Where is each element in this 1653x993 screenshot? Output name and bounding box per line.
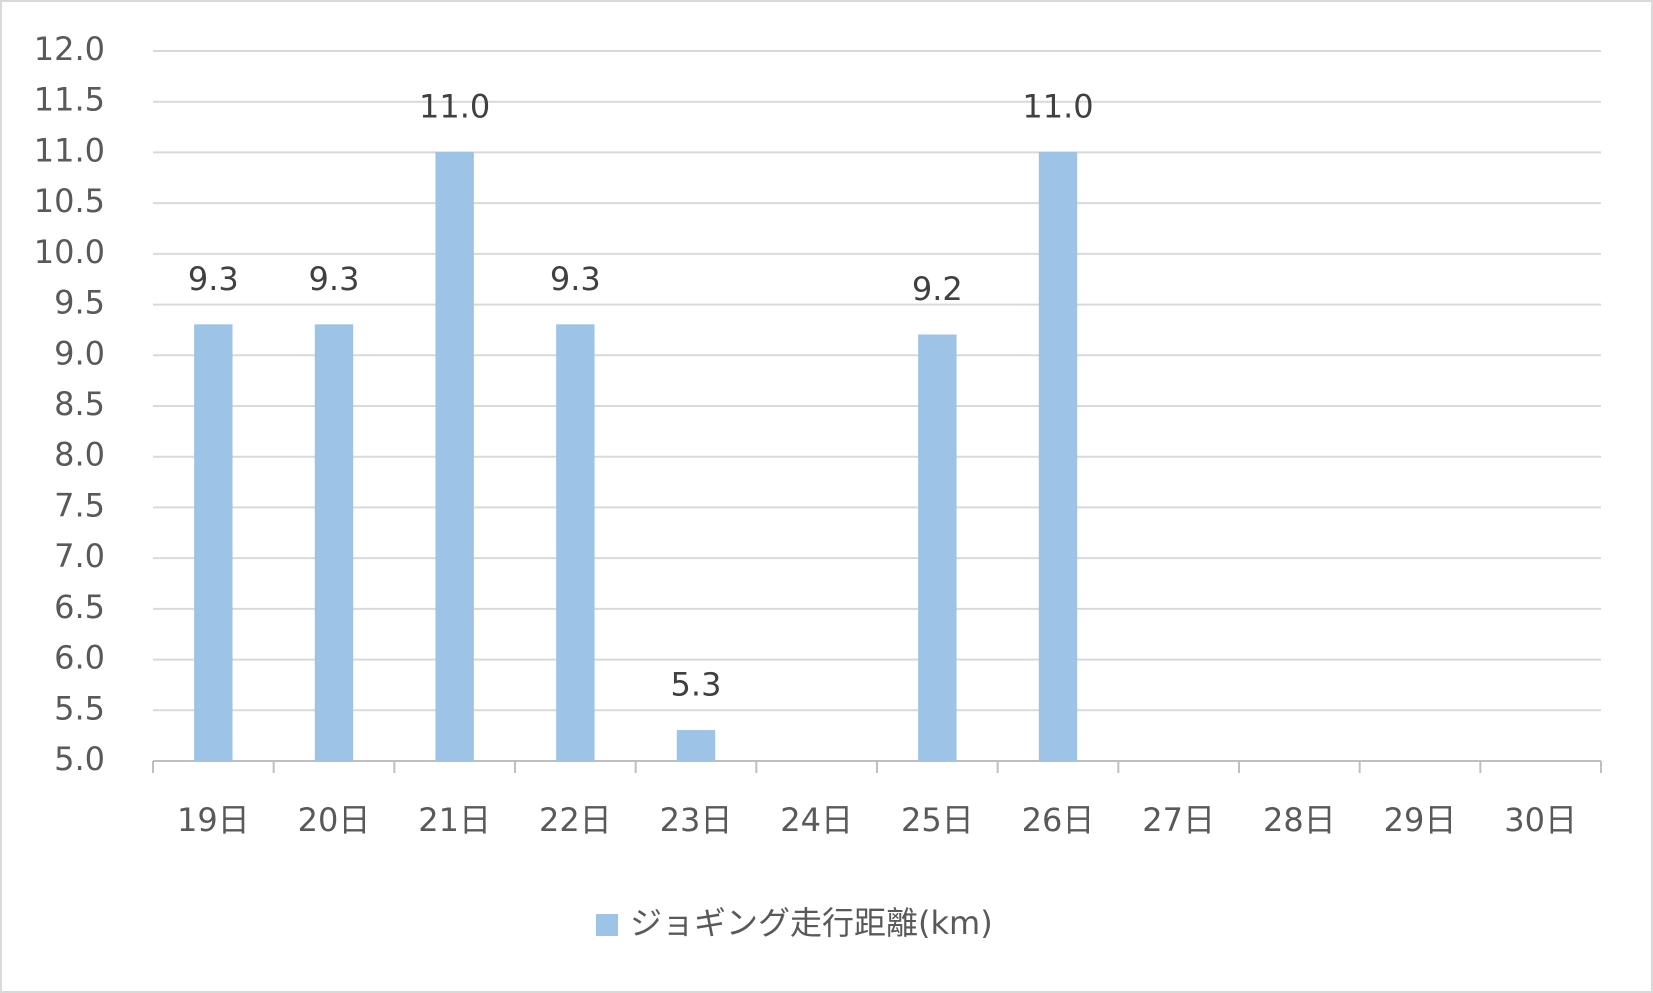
y-tick-label: 5.0 [54, 740, 105, 778]
data-label: 9.3 [188, 260, 239, 298]
x-tick-label: 22日 [539, 801, 612, 839]
y-tick-label: 11.0 [34, 131, 105, 169]
data-label: 9.3 [309, 260, 360, 298]
y-tick-label: 10.5 [34, 182, 105, 220]
data-label: 5.3 [671, 666, 722, 704]
data-label: 11.0 [1022, 87, 1093, 125]
bar [556, 324, 595, 762]
legend-swatch [596, 914, 618, 936]
y-tick-label: 10.0 [34, 233, 105, 271]
data-label: 9.2 [912, 270, 963, 308]
y-tick-label: 8.5 [54, 385, 105, 423]
y-tick-label: 6.0 [54, 639, 105, 677]
x-tick-label: 24日 [780, 801, 853, 839]
y-tick-label: 11.5 [34, 81, 105, 119]
legend-label: ジョギング走行距離(km) [630, 904, 993, 942]
y-tick-label: 7.0 [54, 537, 105, 575]
data-label: 9.3 [550, 260, 601, 298]
y-tick-label: 7.5 [54, 486, 105, 524]
x-tick-label: 19日 [177, 801, 250, 839]
x-tick-label: 27日 [1142, 801, 1215, 839]
x-tick-label: 29日 [1384, 801, 1457, 839]
x-tick-label: 25日 [901, 801, 974, 839]
bar [194, 324, 233, 762]
x-tick-label: 30日 [1504, 801, 1577, 839]
y-tick-label: 8.0 [54, 436, 105, 474]
bar [314, 324, 354, 762]
y-tick-label: 5.5 [54, 689, 105, 727]
y-tick-label: 9.0 [54, 334, 105, 372]
x-tick-label: 20日 [298, 801, 371, 839]
bar [918, 334, 957, 762]
x-tick-label: 28日 [1263, 801, 1336, 839]
x-tick-label: 26日 [1022, 801, 1095, 839]
bar [1038, 151, 1078, 762]
bar [435, 151, 474, 762]
y-tick-label: 9.5 [54, 284, 105, 322]
data-label: 11.0 [419, 87, 490, 125]
x-tick-label: 23日 [660, 801, 733, 839]
y-tick-label: 6.5 [54, 588, 105, 626]
y-tick-label: 12.0 [34, 30, 105, 68]
bar [676, 730, 716, 762]
x-tick-label: 21日 [418, 801, 491, 839]
